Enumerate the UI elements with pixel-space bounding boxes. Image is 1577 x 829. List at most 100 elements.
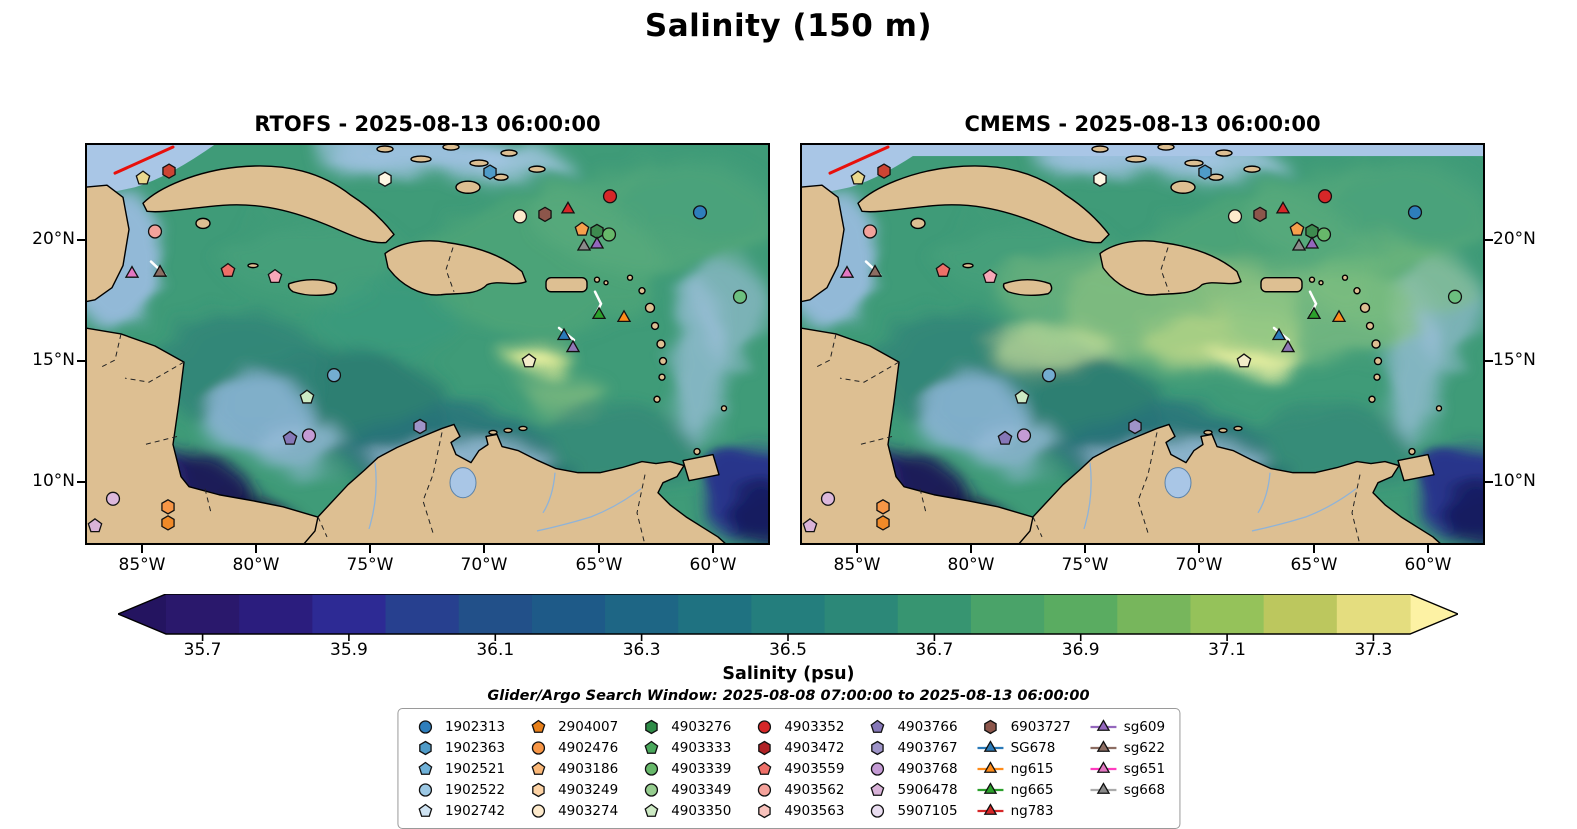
lon-tick-label: 60°W [689, 555, 737, 575]
legend-marker-4903472 [758, 740, 771, 755]
legend-item-sg622: sg622 [1090, 738, 1166, 757]
map-marker [1253, 206, 1267, 223]
platform-markers [87, 163, 748, 533]
legend-label: 1902363 [444, 739, 506, 756]
legend-label: sg622 [1123, 739, 1166, 756]
map-marker [935, 262, 951, 277]
map-marker [282, 430, 298, 445]
lon-tick-label: 80°W [947, 555, 995, 575]
map-marker [378, 171, 392, 187]
legend-marker-ng783 [977, 802, 1004, 815]
legend-marker-4903768 [870, 761, 885, 776]
legend-marker-6903727 [984, 719, 997, 734]
legend-item-4903350: 4903350 [638, 801, 731, 820]
map-marker-sg609 [589, 236, 605, 249]
legend-label: 4903767 [897, 739, 958, 756]
map-marker-sg622 [867, 264, 883, 277]
colorbar-tick-label: 35.7 [183, 640, 222, 660]
legend-label: 4903249 [558, 781, 619, 798]
map-marker [220, 262, 236, 277]
map-marker [802, 518, 818, 533]
legend-marker-SG678 [977, 739, 1004, 752]
lon-tick-mark [255, 545, 257, 553]
legend-item-4903767: 4903767 [864, 738, 958, 757]
colorbar-tick-label: 36.7 [915, 640, 954, 660]
legend-item-4903349: 4903349 [638, 780, 731, 799]
map-marker [413, 418, 427, 435]
map-marker-SG678 [556, 327, 572, 341]
legend-item-4903563: 4903563 [751, 801, 844, 820]
legend-item-4903333: 4903333 [638, 738, 731, 757]
map-marker-ng665 [591, 306, 607, 320]
legend-item-2904007: 2904007 [525, 717, 618, 736]
map-marker [1198, 164, 1212, 180]
legend-column: 4903352 4903472 4903559 4903562 4903563 [751, 717, 844, 820]
colorbar-label: Salinity (psu) [722, 664, 855, 684]
legend-label: 4903333 [671, 739, 732, 756]
legend-item-4903274: 4903274 [525, 801, 618, 820]
lon-tick-label: 85°W [118, 555, 166, 575]
map-marker [538, 206, 552, 223]
legend-marker-4903563 [758, 803, 771, 818]
legend-item-4903249: 4903249 [525, 780, 618, 799]
map-marker-sg651 [124, 265, 140, 278]
legend-marker-4902476 [531, 740, 545, 755]
colorbar [116, 593, 1460, 642]
lon-tick-mark [483, 545, 485, 553]
map-marker [483, 164, 497, 180]
lon-tick-label: 75°W [1061, 555, 1109, 575]
search-window-note: Glider/Argo Search Window: 2025-08-08 07… [487, 688, 1090, 704]
legend-marker-2904007 [531, 719, 546, 733]
map-marker [1236, 353, 1252, 368]
legend-item-ng783: ng783 [977, 801, 1071, 820]
legend-label: 1902521 [444, 760, 506, 777]
map-marker-ng615 [1331, 309, 1347, 323]
colorbar-tick-label: 36.9 [1061, 640, 1100, 660]
legend-marker-1902521 [417, 761, 432, 775]
map-marker-sg668 [1291, 238, 1307, 251]
map-marker [135, 170, 151, 185]
legend-marker-4903249 [531, 782, 545, 797]
legend-item-4903768: 4903768 [864, 759, 958, 778]
map-marker [574, 221, 590, 236]
legend-item-1902522: 1902522 [412, 780, 505, 799]
map-marker-ng783 [1275, 200, 1291, 214]
legend-marker-4903350 [644, 803, 659, 817]
lon-tick-label: 60°W [1404, 555, 1452, 575]
legend-marker-4903349 [644, 782, 658, 797]
map-svg-rtofs [85, 143, 770, 545]
map-marker [1316, 227, 1332, 242]
legend-label: sg651 [1123, 760, 1166, 777]
legend-label: ng665 [1010, 781, 1054, 798]
legend-item-SG678: SG678 [977, 738, 1071, 757]
platform-markers [802, 163, 1463, 533]
map-marker-sg609 [1304, 236, 1320, 249]
map-marker [1227, 209, 1243, 224]
legend-marker-4903274 [531, 803, 545, 818]
map-marker [1317, 189, 1333, 204]
map-marker [982, 268, 998, 284]
map-marker-sg651 [839, 265, 855, 278]
legend-marker-sg622 [1090, 739, 1117, 752]
legend-item-4903352: 4903352 [751, 717, 844, 736]
map-marker [1016, 428, 1032, 443]
legend-label: 4903562 [784, 781, 845, 798]
panel-title-rtofs: RTOFS - 2025-08-13 06:00:00 [254, 112, 601, 136]
legend-label: ng615 [1010, 760, 1054, 777]
legend-label: sg609 [1123, 718, 1166, 735]
map-marker [601, 227, 617, 242]
lon-tick-mark [1313, 545, 1315, 553]
legend-label: sg668 [1123, 781, 1166, 798]
legend-item-1902521: 1902521 [412, 759, 505, 778]
legend-item-4902476: 4902476 [525, 738, 618, 757]
land-masses [800, 143, 1443, 545]
legend-marker-ng665 [977, 781, 1004, 794]
map-marker [876, 515, 890, 531]
map-marker [1447, 289, 1463, 304]
legend-marker-1902313 [418, 719, 432, 734]
legend-item-5906478: 5906478 [864, 780, 958, 799]
lon-tick-mark [970, 545, 972, 553]
lon-tick-mark [856, 545, 858, 553]
legend-marker-4903352 [757, 719, 771, 734]
